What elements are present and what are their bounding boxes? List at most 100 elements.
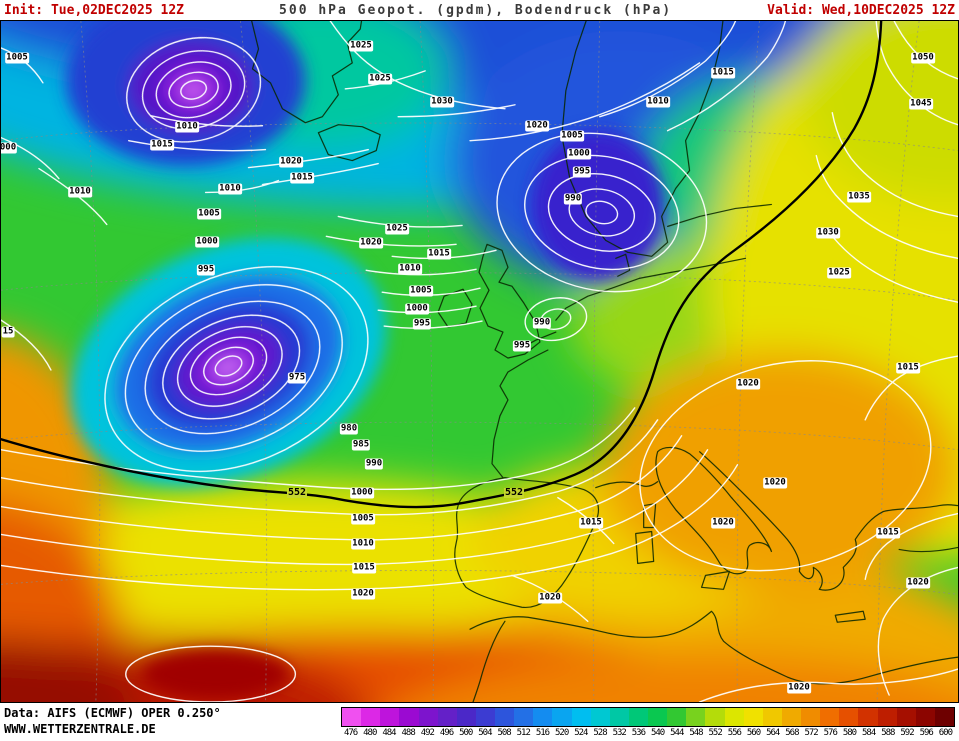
pressure-label: 990	[563, 193, 583, 205]
pressure-label: 1000	[195, 236, 219, 248]
pressure-label: 1015	[876, 527, 900, 539]
pressure-label: 1000	[350, 487, 374, 499]
pressure-label: 1010	[218, 183, 242, 195]
colorbar-cell	[552, 708, 572, 726]
colorbar-tick: 520	[555, 728, 569, 738]
map-area: 1005 000 1010 15 1010 1015 1020 1015 1010 1005 100…	[0, 20, 959, 703]
pressure-label: 1015	[150, 139, 174, 151]
credits: Data: AIFS (ECMWF) OPER 0.250° WWW.WETTE…	[4, 705, 221, 737]
colorbar-tick: 560	[746, 728, 761, 738]
colorbar-tick: 572	[804, 728, 818, 738]
colorbar-cell	[686, 708, 706, 726]
pressure-label: 1000	[567, 148, 591, 160]
pressure-label: 985	[351, 439, 371, 451]
colorbar-tick: 484	[382, 728, 396, 738]
pressure-label: 000	[0, 142, 18, 154]
colorbar	[341, 707, 955, 727]
colorbar-cell	[743, 708, 763, 726]
website-text: WWW.WETTERZENTRALE.DE	[4, 722, 156, 736]
colorbar-cell	[590, 708, 610, 726]
colorbar-tick: 528	[593, 728, 607, 738]
colorbar-tick: 576	[823, 728, 838, 738]
pressure-label: 975	[287, 372, 307, 384]
colorbar-tick: 556	[727, 728, 742, 738]
colorbar-cell	[762, 708, 782, 726]
pressure-label: 980	[339, 423, 359, 435]
pressure-label: 1000	[405, 303, 429, 315]
pressure-label: 1045	[909, 98, 933, 110]
geopotential-contour-552	[1, 21, 883, 509]
pressure-label: 1030	[816, 227, 840, 239]
colorbar-cell	[475, 708, 495, 726]
pressure-label: 1010	[68, 186, 92, 198]
colorbar-tick: 532	[612, 728, 627, 738]
colorbar-tick: 588	[881, 728, 895, 738]
colorbar-cell	[380, 708, 400, 726]
map-header: Init: Tue,02DEC2025 12Z 500 hPa Geopot. …	[0, 0, 959, 20]
map-title: 500 hPa Geopot. (gpdm), Bodendruck (hPa)	[279, 2, 673, 18]
pressure-label: 1035	[847, 191, 871, 203]
colorbar-cell	[456, 708, 476, 726]
pressure-label: 1005	[560, 130, 584, 142]
pressure-label: 1050	[911, 52, 935, 64]
colorbar-cell	[533, 708, 553, 726]
colorbar-tick: 552	[708, 728, 723, 738]
pressure-label: 1030	[430, 96, 454, 108]
colorbar-wrap: 476 480 484 488 492 496 500 504 508 512 516 520 524 5…	[341, 707, 955, 738]
pressure-label: 1020	[359, 237, 383, 249]
pressure-label: 1015	[290, 172, 314, 184]
colorbar-tick: 584	[862, 728, 876, 738]
pressure-label: 1005	[409, 285, 433, 297]
pressure-label: 1020	[763, 477, 787, 489]
colorbar-cell	[781, 708, 801, 726]
pressure-label: 1025	[385, 223, 409, 235]
pressure-label: 1020	[279, 156, 303, 168]
pressure-label: 1015	[427, 248, 451, 260]
pressure-label: 1020	[787, 682, 811, 694]
pressure-label: 990	[364, 458, 384, 470]
pressure-label: 1005	[5, 52, 29, 64]
colorbar-tick: 508	[497, 728, 511, 738]
pressure-label: 15	[1, 326, 15, 338]
colorbar-cell	[820, 708, 840, 726]
colorbar-cell	[514, 708, 534, 726]
pressure-label: 990	[532, 317, 552, 329]
colorbar-tick: 568	[785, 728, 799, 738]
colorbar-cell	[724, 708, 744, 726]
colorbar-cell	[495, 708, 515, 726]
pressure-label: 1020	[351, 588, 375, 600]
pressure-label: 1015	[711, 67, 735, 79]
pressure-label: 1020	[736, 378, 760, 390]
pressure-label: 1025	[827, 267, 851, 279]
colorbar-cell	[399, 708, 419, 726]
colorbar-tick: 592	[900, 728, 914, 738]
colorbar-tick: 524	[574, 728, 588, 738]
colorbar-tick: 488	[401, 728, 416, 738]
colorbar-cell	[361, 708, 381, 726]
colorbar-tick: 496	[439, 728, 454, 738]
colorbar-cell	[342, 708, 362, 726]
geopotential-label: 552	[286, 487, 308, 498]
colorbar-cell	[839, 708, 859, 726]
init-time: Init: Tue,02DEC2025 12Z	[4, 2, 185, 18]
pressure-label: 1020	[711, 517, 735, 529]
pressure-label: 1005	[351, 513, 375, 525]
pressure-label: 995	[572, 166, 592, 178]
height-field-layer	[1, 21, 958, 702]
colorbar-tick: 596	[919, 728, 934, 738]
coastline-layer	[251, 21, 958, 702]
colorbar-cell	[648, 708, 668, 726]
colorbar-cell	[571, 708, 591, 726]
colorbar-tick: 600	[938, 728, 953, 738]
pressure-label: 1010	[646, 96, 670, 108]
colorbar-tick: 504	[478, 728, 492, 738]
colorbar-cell	[418, 708, 438, 726]
pressure-label: 1015	[896, 362, 920, 374]
colorbar-cell	[609, 708, 629, 726]
colorbar-tick: 548	[689, 728, 703, 738]
colorbar-cell	[896, 708, 916, 726]
pressure-label: 1020	[538, 592, 562, 604]
pressure-label: 995	[412, 318, 432, 330]
valid-time: Valid: Wed,10DEC2025 12Z	[767, 2, 955, 18]
